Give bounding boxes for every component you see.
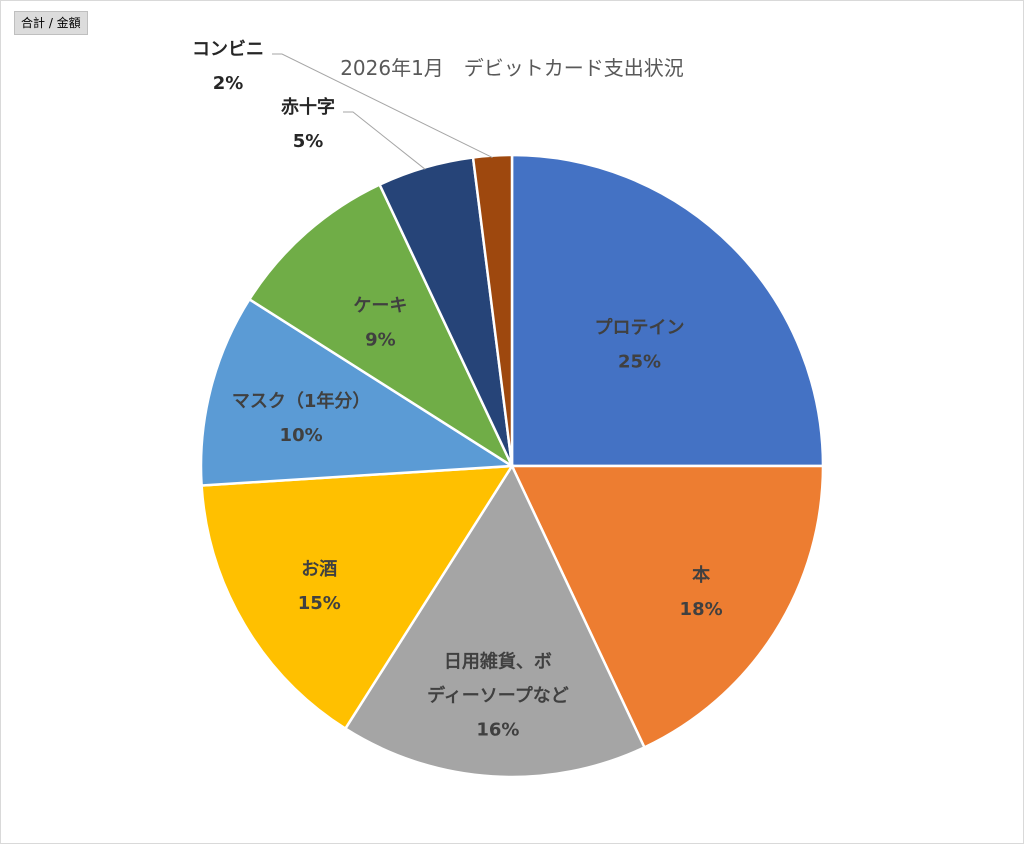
slice-value-label: 5% [293, 131, 324, 152]
slice-value-label: 9% [365, 330, 396, 351]
slice-value-label: 10% [280, 425, 323, 446]
slice-category-label: コンビニ [192, 39, 264, 60]
slice-category-label: ディーソープなど [427, 685, 569, 707]
pie-slice-1[interactable] [510, 153, 825, 468]
chart-title: 2026年1月 デビットカード支出状況 [340, 56, 684, 80]
pie-slice-8[interactable] [471, 153, 514, 467]
slice-value-label: 15% [298, 593, 341, 614]
slice-category-label: マスク（1年分） [232, 390, 371, 412]
pie-slice-2[interactable] [510, 464, 825, 750]
slice-value-label: 18% [680, 599, 723, 620]
leader-line-7 [343, 111, 426, 170]
slice-value-label: 2% [213, 73, 244, 94]
slice-value-label: 16% [476, 720, 519, 741]
slice-category-label: 日用雑貨、ボ [444, 651, 552, 673]
slice-category-label: 本 [692, 564, 710, 586]
slice-category-label: ケーキ [353, 296, 407, 317]
slice-category-label: 赤十字 [281, 96, 335, 118]
slice-category-label: お酒 [301, 558, 337, 580]
leader-lines [272, 53, 493, 170]
pie-slice-3[interactable] [343, 463, 647, 779]
slice-category-label: プロテイン [595, 317, 685, 339]
leader-line-8 [272, 53, 493, 159]
slice-value-label: 25% [618, 352, 661, 373]
value-field-button[interactable]: 合計 / 金額 [14, 11, 88, 35]
pie-slice-6[interactable] [247, 182, 515, 470]
pie-slices [199, 153, 825, 779]
pie-slice-4[interactable] [200, 464, 515, 731]
pie-slice-5[interactable] [199, 297, 516, 487]
